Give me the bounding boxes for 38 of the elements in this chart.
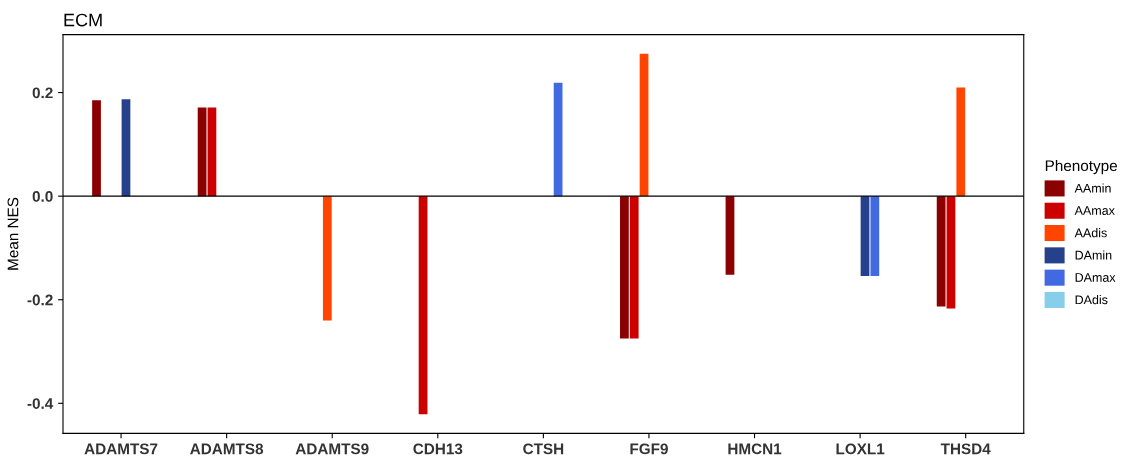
bar [121,99,131,197]
bar [553,82,563,197]
bar [620,196,629,339]
bar [207,107,217,197]
y-tick-label: -0.2 [27,294,53,306]
x-tick-label: HMCN1 [728,443,782,455]
bar [322,196,332,321]
bar [92,100,101,197]
legend-label: DAdis [1075,295,1108,305]
legend-label: AAmax [1074,206,1115,215]
bar [725,196,735,275]
bar [946,196,956,309]
legend-label: DAmin [1075,250,1112,260]
y-tick-label: 0.0 [32,191,53,202]
x-tick-label: LOXL1 [836,443,885,455]
x-tick-label: CDH13 [413,443,463,455]
y-tick-label: -0.4 [27,398,54,409]
chart-title: ECM [64,13,102,27]
bar [936,196,946,307]
bar [639,53,649,197]
x-tick-label: FGF9 [630,443,668,455]
x-tick-label: ADAMTS9 [295,443,369,455]
legend-label: DAmax [1075,273,1116,282]
bar [860,196,870,276]
bar [956,87,966,197]
bar [629,196,639,339]
legend-label: AAdis [1074,228,1107,238]
x-tick-label: THSD4 [940,443,991,455]
bar [197,107,207,197]
x-tick-label: ADAMTS8 [190,443,264,455]
bar [418,196,428,415]
y-tick-label: 0.2 [32,87,53,99]
bar [870,196,880,276]
legend-title: Phenotype [1045,159,1117,175]
x-tick-label: CTSH [523,443,564,455]
y-axis-title: Mean NES [7,197,19,270]
legend-label: AAmin [1074,183,1111,193]
x-tick-label: ADAMTS7 [84,443,158,455]
